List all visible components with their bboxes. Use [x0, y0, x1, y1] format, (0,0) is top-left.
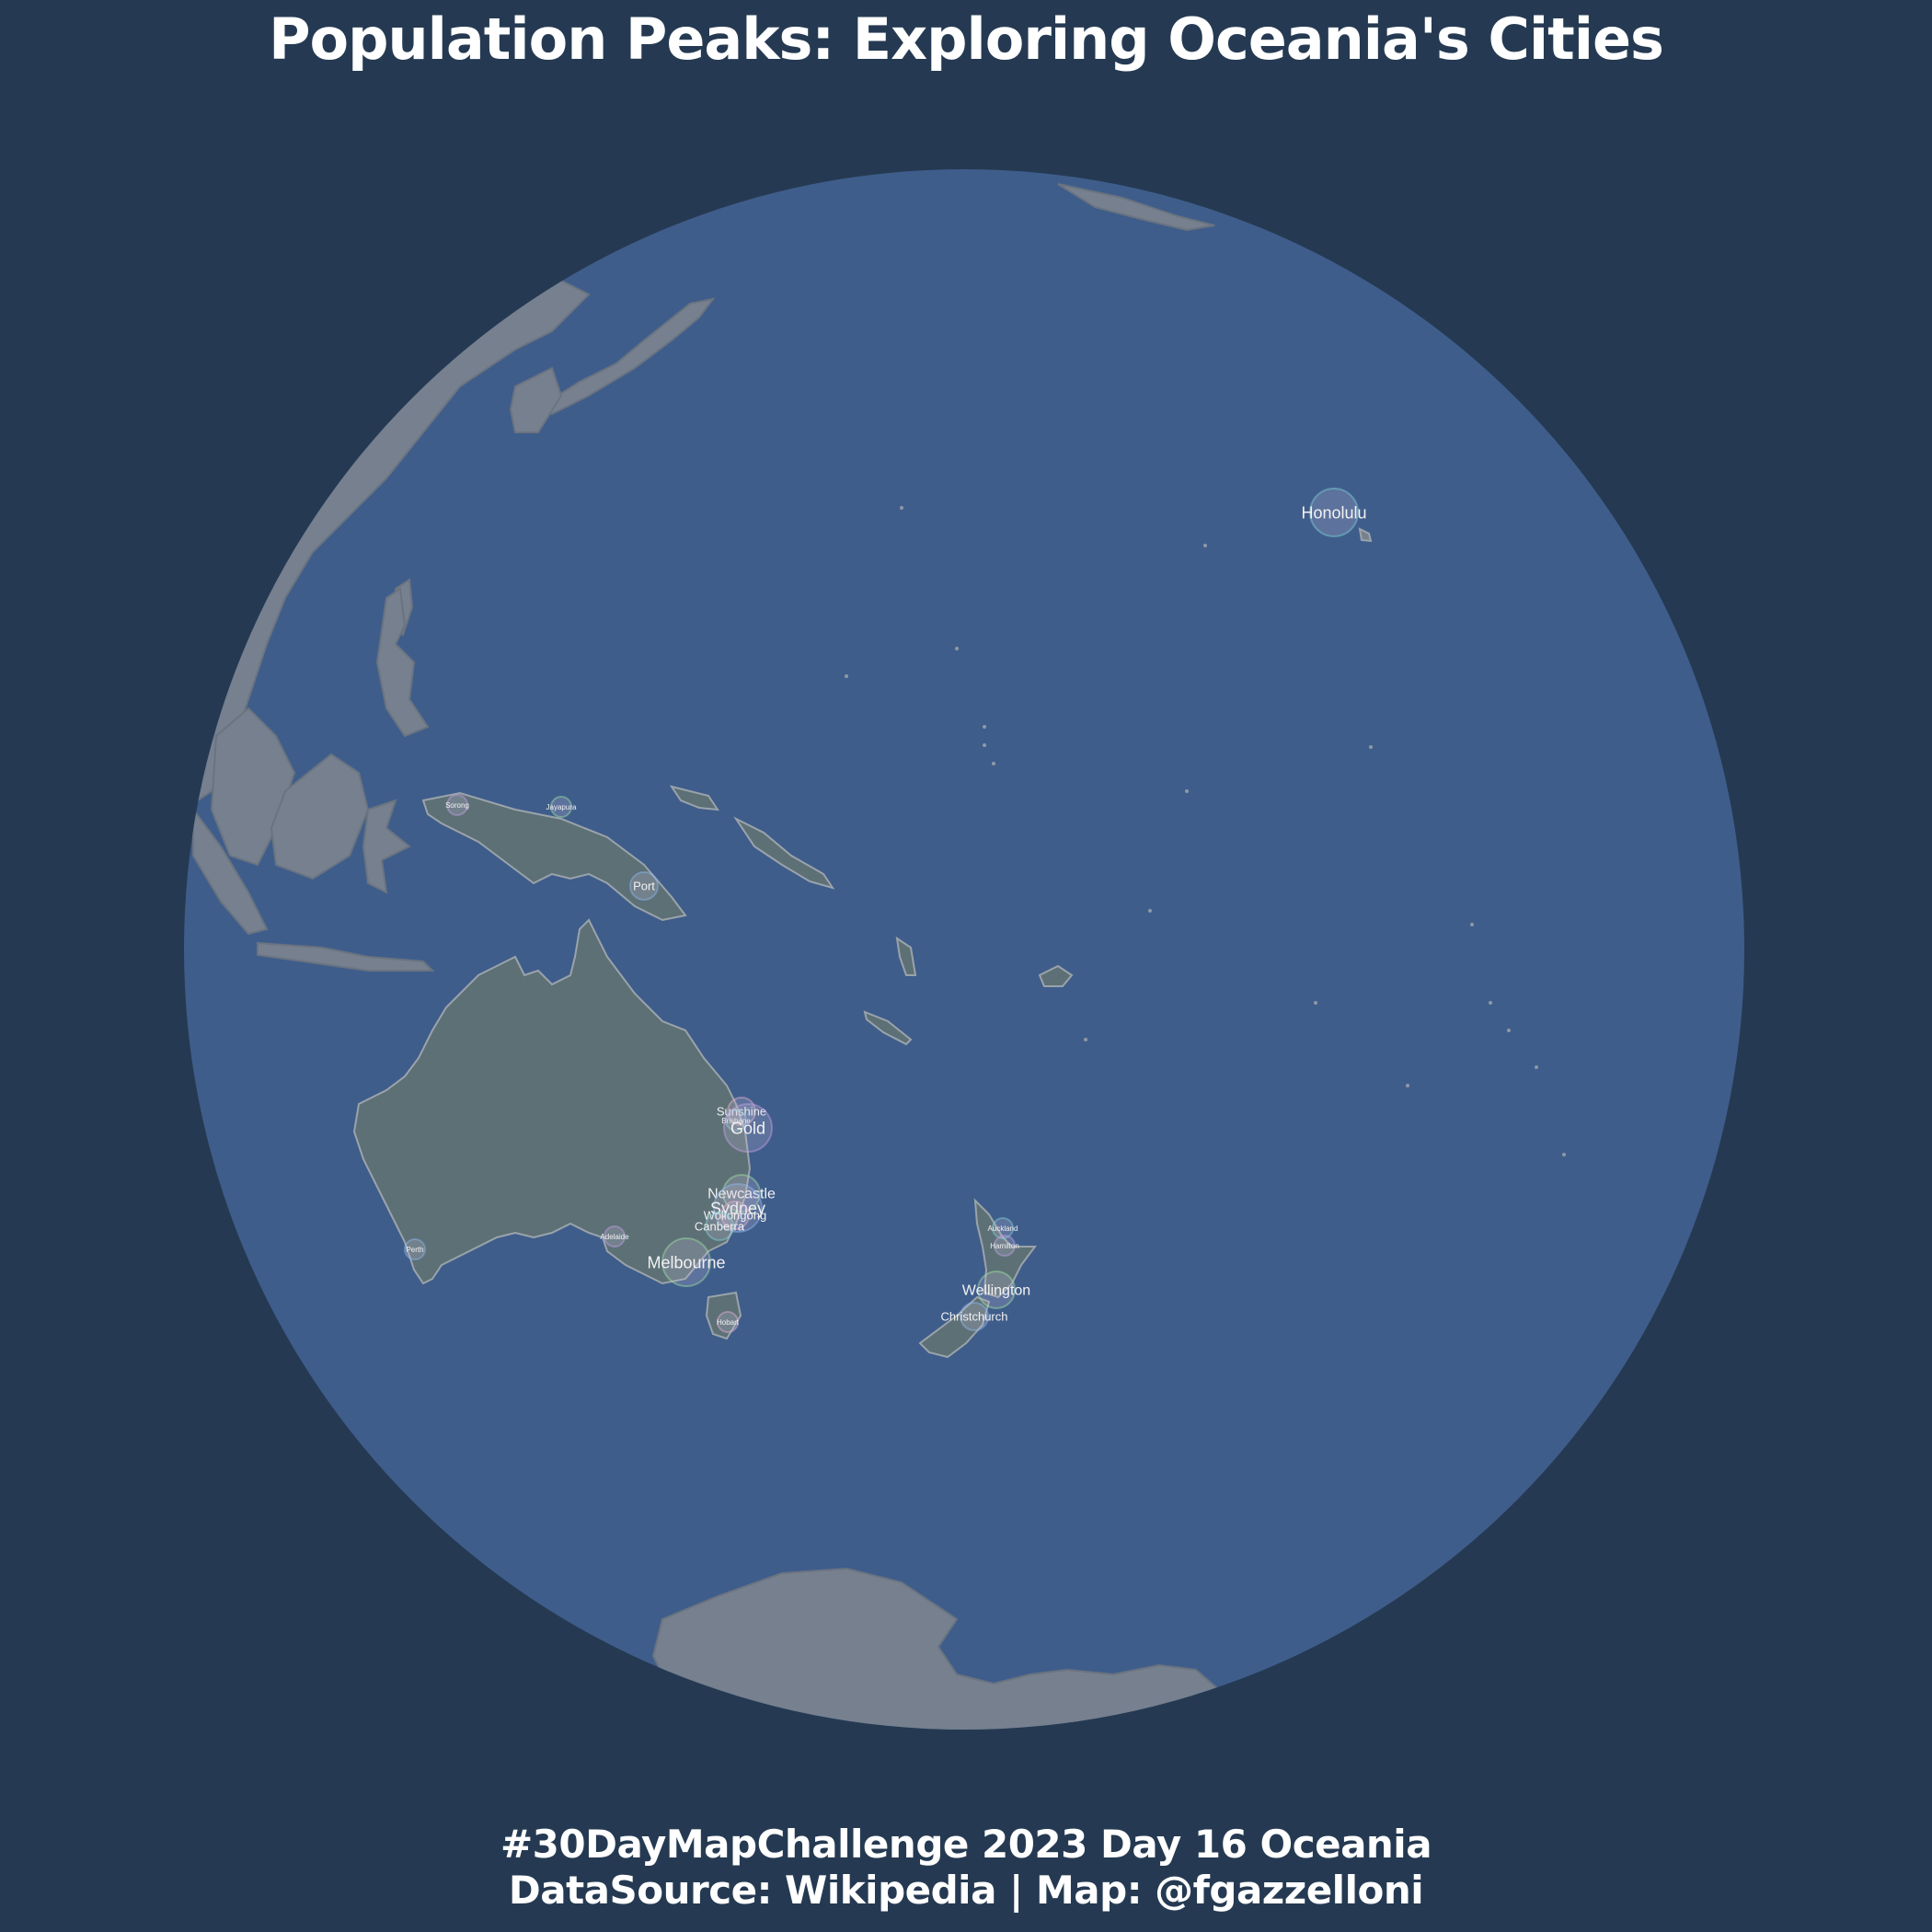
ocean-globe — [184, 169, 1744, 1730]
land-new-caledonia — [863, 1010, 913, 1046]
city-bubble-adelaide — [604, 1225, 626, 1248]
land-australia — [352, 918, 752, 1285]
city-label-sydney: Sydney — [710, 1199, 765, 1217]
land-nz-south — [918, 1295, 991, 1359]
city-bubble-gold — [723, 1103, 773, 1153]
city-bubble-christchurch — [960, 1302, 989, 1331]
city-marker-wellington: Wellington — [962, 1271, 1030, 1309]
city-bubble-port — [629, 871, 659, 901]
city-bubble-wollongong — [720, 1201, 750, 1230]
city-bubble-sorong — [446, 794, 468, 816]
city-bubble-jayapura — [550, 796, 572, 818]
city-marker-sorong: Sorong — [445, 794, 469, 816]
map-title: Population Peaks: Exploring Oceania's Ci… — [269, 6, 1664, 73]
city-bubble-sunshine — [727, 1097, 756, 1126]
city-label-melbourne: Melbourne — [647, 1253, 725, 1271]
city-label-christchurch: Christchurch — [941, 1310, 1008, 1324]
land-alaska-edge — [1057, 183, 1215, 232]
city-label-perth: Perth — [406, 1246, 423, 1254]
city-label-jayapura: Jayapura — [546, 803, 577, 811]
land-korea — [509, 366, 563, 433]
city-bubble-melbourne — [661, 1237, 711, 1287]
pacific-islands — [845, 506, 1566, 1156]
city-marker-hobart: Hobart — [717, 1311, 740, 1333]
land-sulawesi — [362, 799, 411, 894]
city-marker-sydney: Sydney — [710, 1183, 765, 1233]
city-marker-jayapura: Jayapura — [546, 796, 577, 818]
land-solomons — [733, 816, 835, 890]
city-bubble-perth — [404, 1238, 426, 1260]
city-bubble-auckland — [992, 1217, 1014, 1239]
city-label-canberra: Canberra — [695, 1220, 745, 1234]
land-tasmania — [705, 1291, 742, 1340]
city-bubble-canberra — [705, 1212, 734, 1241]
land-philippines — [375, 587, 430, 738]
city-markers: Honolulu Sorong Jayapura Port SunshineBrisba… — [404, 488, 1367, 1333]
city-bubble-newcastle — [722, 1174, 761, 1213]
city-label-brisbane: Brisbane — [721, 1117, 751, 1125]
land-japan — [541, 297, 716, 416]
city-marker-perth: Perth — [404, 1238, 426, 1260]
city-marker-sunshine: Sunshine — [717, 1097, 766, 1126]
city-bubble-wellington — [977, 1271, 1016, 1309]
land-sumatra — [192, 807, 269, 936]
land-hawaii — [1358, 527, 1373, 543]
city-marker-port: Port — [629, 871, 659, 901]
city-marker-christchurch: Christchurch — [941, 1302, 1008, 1331]
land-borneo — [270, 753, 370, 880]
city-bubble-hamilton — [994, 1235, 1016, 1257]
city-marker-adelaide: Adelaide — [600, 1225, 629, 1248]
city-marker-hamilton: Hamilton — [990, 1235, 1019, 1257]
city-marker-newcastle: Newcastle — [707, 1174, 776, 1213]
city-label-gold: Gold — [730, 1119, 765, 1137]
city-label-adelaide: Adelaide — [600, 1233, 629, 1241]
city-label-sunshine: Sunshine — [717, 1105, 766, 1119]
land-fiji — [1038, 964, 1074, 987]
city-label-port: Port — [633, 880, 655, 893]
city-label-hamilton: Hamilton — [990, 1242, 1019, 1250]
city-label-wellington: Wellington — [962, 1283, 1030, 1299]
city-marker-auckland: Auckland — [988, 1217, 1018, 1239]
city-label-newcastle: Newcastle — [707, 1187, 776, 1202]
city-marker-honolulu: Honolulu — [1301, 488, 1367, 537]
city-marker-brisbane: Brisbane — [721, 1110, 751, 1132]
city-label-wollongong: Wollongong — [704, 1209, 766, 1223]
land-new-guinea — [421, 791, 687, 922]
caption-line-1: #30DayMapChallenge 2023 Day 16 Oceania — [500, 1822, 1432, 1867]
land-nz-north — [973, 1198, 1037, 1299]
city-label-hobart: Hobart — [717, 1318, 740, 1327]
city-label-auckland: Auckland — [988, 1225, 1018, 1233]
land-new-britain — [669, 785, 720, 811]
caption-line-2: DataSource: Wikipedia | Map: @fgazzellon… — [508, 1868, 1424, 1913]
city-bubble-sydney — [713, 1183, 763, 1233]
city-marker-melbourne: Melbourne — [647, 1237, 726, 1287]
land-vanuatu — [895, 936, 917, 976]
city-bubble-hobart — [717, 1311, 739, 1333]
city-marker-canberra: Canberra — [695, 1212, 745, 1241]
land-java — [257, 941, 435, 972]
city-label-honolulu: Honolulu — [1301, 503, 1366, 522]
city-label-sorong: Sorong — [445, 801, 469, 810]
city-marker-wollongong: Wollongong — [704, 1201, 766, 1230]
city-bubble-honolulu — [1309, 488, 1359, 537]
city-marker-gold: Gold — [723, 1103, 773, 1153]
city-bubble-brisbane — [725, 1110, 747, 1132]
